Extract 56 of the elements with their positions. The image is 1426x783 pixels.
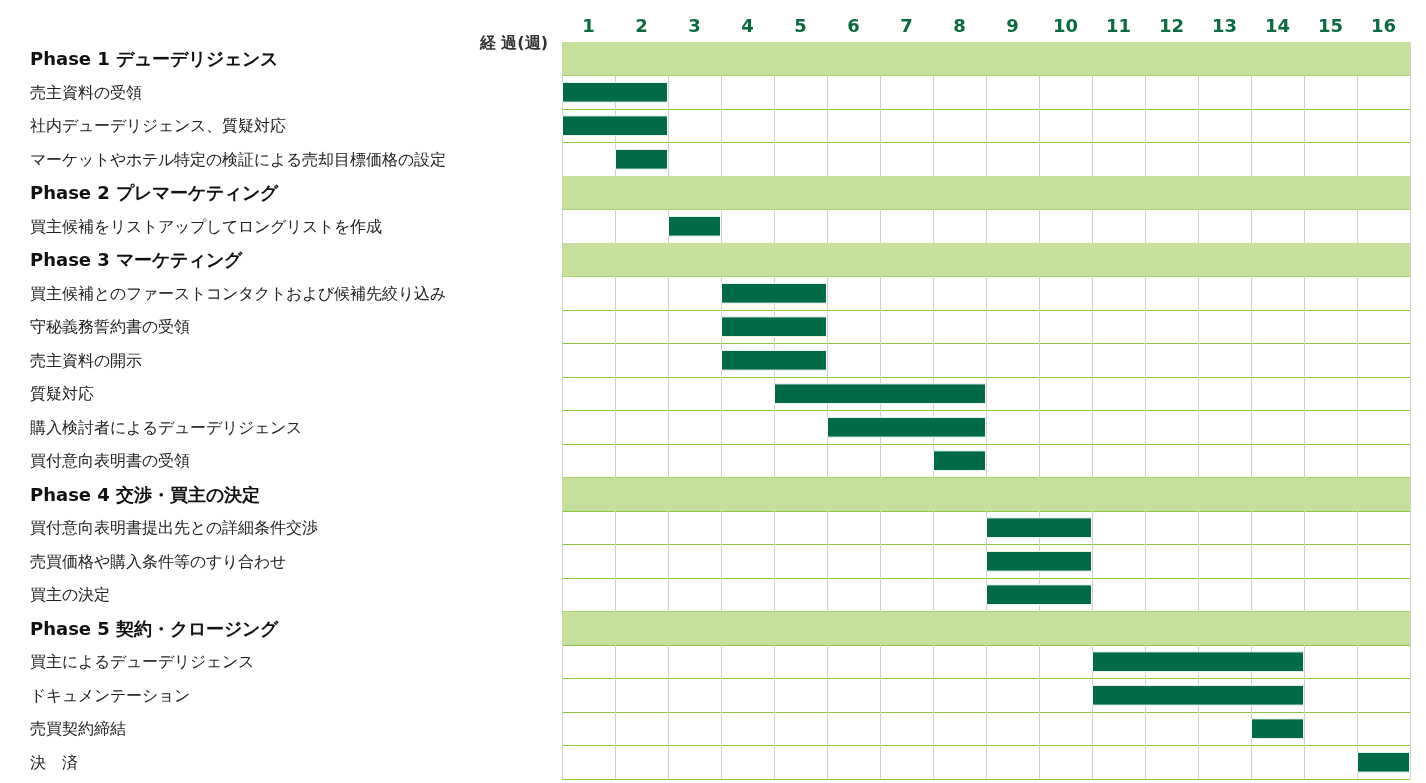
x-tick-label: 7 bbox=[900, 14, 913, 36]
y-tick-label: Phase 2 プレマーケティング bbox=[30, 182, 280, 204]
x-axis-title: 経 過(週) bbox=[478, 32, 548, 52]
y-tick-label: 買付意向表明書提出先との詳細条件交渉 bbox=[30, 518, 318, 538]
y-tick-label: 決 済 bbox=[30, 752, 78, 772]
bar bbox=[721, 316, 827, 338]
x-tick-label: 11 bbox=[1105, 14, 1132, 36]
y-tick-label: Phase 5 契約・クロージング bbox=[30, 617, 280, 639]
y-tick-label: 社内デューデリジェンス、質疑対応 bbox=[30, 116, 286, 136]
bar bbox=[1092, 651, 1304, 673]
y-tick-label: 買主の決定 bbox=[30, 585, 110, 605]
bar bbox=[986, 584, 1092, 606]
y-tick-label: 売主資料の開示 bbox=[30, 350, 142, 370]
x-tick-label: 14 bbox=[1264, 14, 1291, 36]
x-tick-label: 13 bbox=[1211, 14, 1238, 36]
x-tick-label: 9 bbox=[1006, 14, 1019, 36]
x-tick-label: 4 bbox=[741, 14, 754, 36]
bar bbox=[721, 349, 827, 371]
bar bbox=[1092, 684, 1304, 706]
y-tick-label: 購入検討者によるデューデリジェンス bbox=[30, 417, 302, 437]
bar bbox=[774, 383, 986, 405]
y-tick-label: 買主によるデューデリジェンス bbox=[30, 652, 254, 672]
bar bbox=[986, 517, 1092, 539]
bar bbox=[615, 148, 668, 170]
bar bbox=[933, 450, 986, 472]
y-tick-label: Phase 1 デューデリジェンス bbox=[30, 48, 279, 70]
y-tick-label: 売主資料の受領 bbox=[30, 82, 142, 102]
bar bbox=[562, 115, 668, 137]
y-tick-label: ドキュメンテーション bbox=[30, 685, 190, 705]
x-tick-label: 3 bbox=[688, 14, 701, 36]
y-tick-label: 買付意向表明書の受領 bbox=[30, 451, 190, 471]
y-tick-label: 売買契約締結 bbox=[30, 719, 126, 739]
bar bbox=[668, 215, 721, 237]
y-tick-label: 買主候補をリストアップしてロングリストを作成 bbox=[30, 216, 382, 236]
y-tick-label: 守秘義務誓約書の受領 bbox=[30, 317, 190, 337]
x-tick-label: 5 bbox=[794, 14, 807, 36]
x-tick-label: 16 bbox=[1370, 14, 1397, 36]
bar bbox=[1251, 718, 1304, 740]
x-tick-label: 10 bbox=[1052, 14, 1079, 36]
x-tick-label: 8 bbox=[953, 14, 966, 36]
bar bbox=[986, 550, 1092, 572]
y-tick-label: マーケットやホテル特定の検証による売却目標価格の設定 bbox=[30, 149, 446, 169]
x-tick-label: 2 bbox=[635, 14, 648, 36]
y-tick-label: 質疑対応 bbox=[30, 384, 94, 404]
bar bbox=[1357, 751, 1410, 773]
x-tick-label: 6 bbox=[847, 14, 860, 36]
bar bbox=[827, 416, 986, 438]
bar bbox=[721, 282, 827, 304]
y-tick-label: 売買価格や購入条件等のすり合わせ bbox=[30, 551, 286, 571]
y-tick-label: Phase 3 マーケティング bbox=[30, 249, 244, 271]
y-tick-label: 買主候補とのファーストコンタクトおよび候補先絞り込み bbox=[30, 283, 446, 303]
y-tick-label: Phase 4 交渉・買主の決定 bbox=[30, 483, 261, 505]
x-tick-label: 15 bbox=[1317, 14, 1344, 36]
bar bbox=[562, 81, 668, 103]
x-tick-label: 1 bbox=[582, 14, 595, 36]
x-tick-label: 12 bbox=[1158, 14, 1185, 36]
